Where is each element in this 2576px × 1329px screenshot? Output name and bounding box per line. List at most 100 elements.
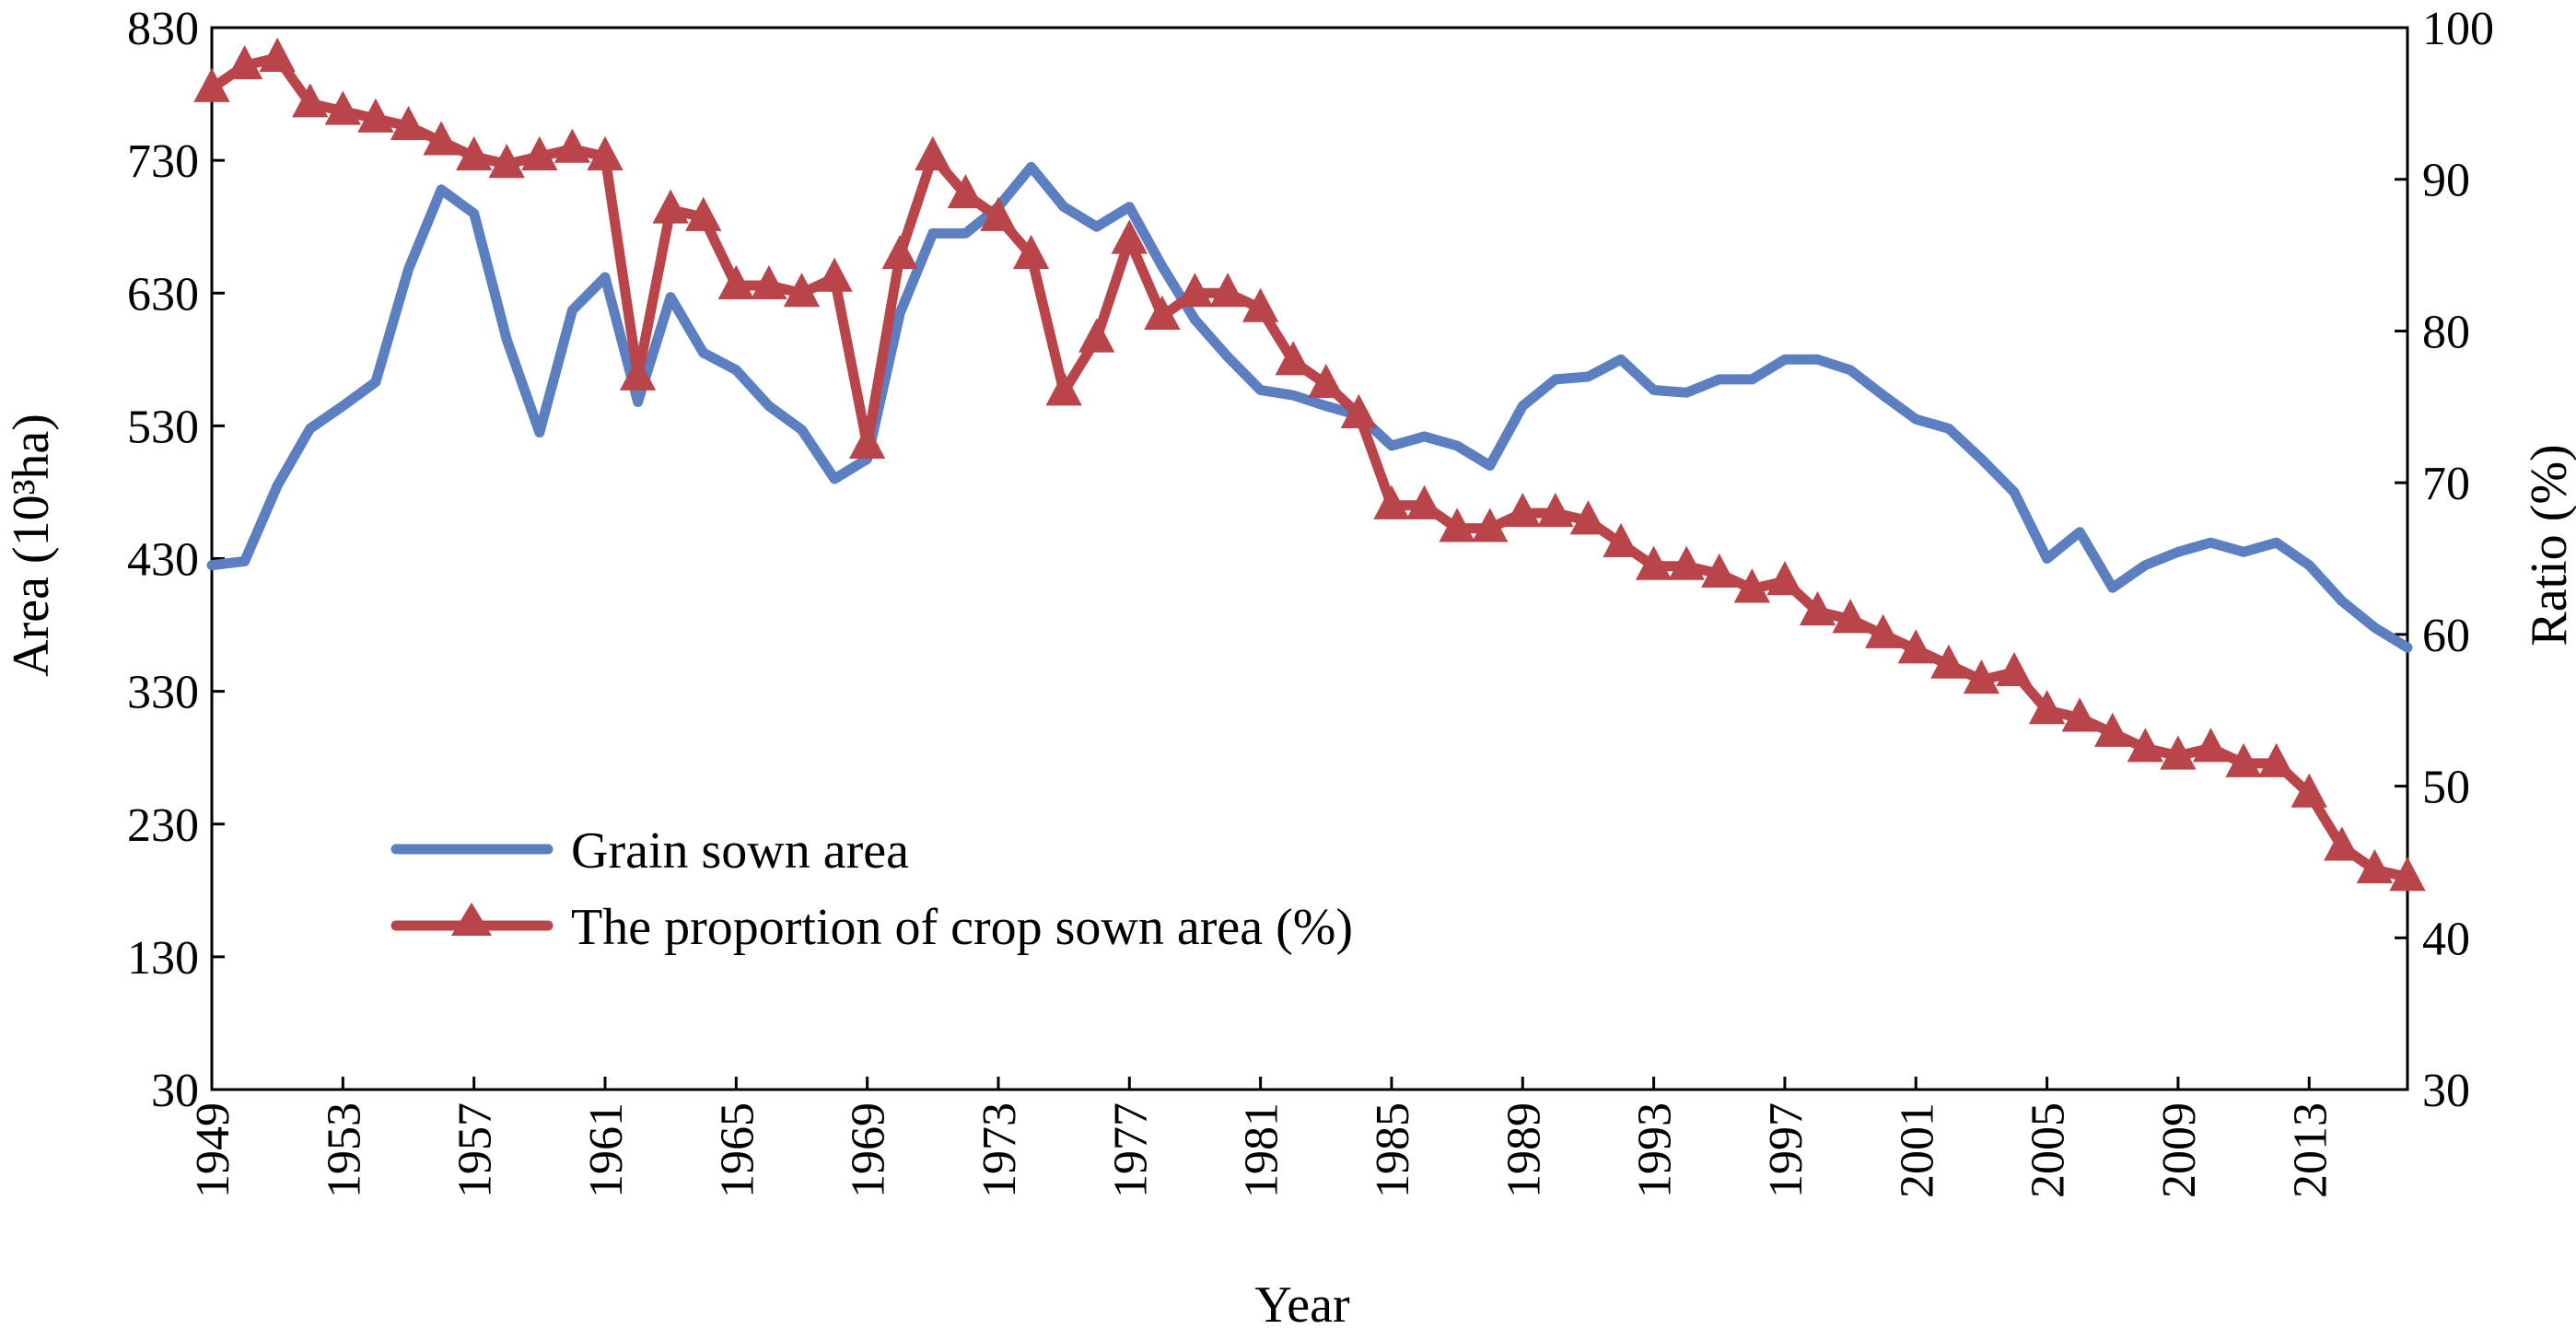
data-point-triangle [226, 45, 263, 80]
data-point-triangle [357, 98, 394, 133]
data-point-triangle [751, 264, 787, 300]
data-point-triangle [2324, 826, 2360, 861]
data-point-triangle [980, 196, 1017, 231]
y-left-tick-label: 330 [127, 667, 199, 719]
x-tick-label: 1973 [973, 1102, 1026, 1198]
data-point-triangle [2192, 728, 2230, 763]
data-point-triangle [2127, 728, 2164, 763]
x-tick-label: 1981 [1236, 1102, 1288, 1198]
y-right-tick-label: 30 [2422, 1065, 2470, 1117]
data-point-triangle [390, 105, 427, 141]
data-point-triangle [1701, 553, 1738, 588]
data-point-triangle [2389, 857, 2426, 892]
y-left-tick-label: 830 [127, 3, 199, 55]
data-point-triangle [1209, 273, 1246, 308]
x-tick-label: 1965 [711, 1102, 763, 1198]
data-point-triangle [1012, 234, 1050, 270]
y-left-tick-label: 430 [127, 534, 199, 587]
data-point-triangle [2028, 690, 2066, 725]
data-point-triangle [1111, 219, 1148, 254]
x-axis-title: Year [1254, 1277, 1350, 1329]
data-point-triangle [1963, 659, 2000, 694]
data-point-triangle [1340, 393, 1378, 429]
x-tick-label: 2009 [2153, 1102, 2206, 1198]
data-point-triangle [1045, 371, 1082, 406]
data-point-triangle [652, 189, 689, 224]
y-left-tick-label: 230 [127, 799, 199, 852]
y-left-tick-label: 730 [127, 135, 199, 188]
y-left-tick-label: 630 [127, 268, 199, 321]
legend: Grain sown area The proportion of crop s… [390, 822, 1353, 956]
data-point-triangle [1504, 492, 1541, 528]
data-point-triangle [1078, 318, 1115, 353]
x-tick-label: 1957 [449, 1102, 502, 1198]
data-point-triangle [2258, 742, 2295, 777]
data-point-triangle [1308, 363, 1345, 399]
data-point-triangle [1472, 507, 1509, 542]
data-point-triangle [1241, 287, 1279, 322]
data-point-triangle [1176, 273, 1214, 308]
data-point-triangle [2356, 849, 2394, 884]
data-point-triangle [488, 144, 525, 179]
data-point-triangle [1569, 500, 1607, 535]
data-point-triangle [783, 273, 821, 308]
data-point-triangle [455, 135, 493, 171]
y-right-tick-label: 40 [2422, 913, 2470, 965]
x-tick-label: 1949 [187, 1102, 239, 1198]
data-point-triangle [2094, 712, 2131, 747]
data-point-triangle [881, 234, 918, 270]
data-point-triangle [2225, 742, 2262, 777]
data-point-triangle [1275, 341, 1311, 376]
x-tick-label: 2005 [2022, 1102, 2075, 1198]
x-tick-label: 1989 [1498, 1102, 1550, 1198]
data-point-triangle [423, 121, 460, 156]
data-point-triangle [1405, 484, 1443, 519]
x-tick-label: 1985 [1367, 1102, 1419, 1198]
y-right-tick-label: 70 [2422, 458, 2470, 510]
series-layer [193, 37, 2426, 892]
series-line-grain-sown-area [206, 161, 2413, 653]
x-tick-label: 1953 [318, 1102, 370, 1198]
x-axis-ticks: 1949 1953 1957 1961 1965 1969 1973 1977 1981 1985… [187, 1077, 2337, 1198]
data-point-triangle [1996, 651, 2033, 687]
data-point-triangle [1799, 591, 1836, 626]
x-tick-label: 1997 [1760, 1102, 1813, 1198]
data-point-triangle [1668, 545, 1705, 580]
data-point-triangle [1144, 295, 1181, 330]
data-point-triangle [717, 264, 754, 300]
data-point-triangle [1733, 568, 1771, 603]
y-axis-right-ticks: 30 40 50 60 70 80 90 100 [2395, 3, 2494, 1117]
y-right-tick-label: 100 [2422, 3, 2494, 55]
data-point-triangle [587, 135, 624, 171]
data-point-triangle [619, 356, 657, 391]
data-point-triangle [521, 135, 558, 171]
data-point-triangle [2061, 697, 2098, 732]
y-axis-right-title: Ratio (%) [2521, 444, 2576, 646]
y-right-tick-label: 90 [2422, 155, 2470, 207]
data-point-triangle [1865, 613, 1902, 648]
series-line-crop-sown-proportion [206, 52, 2413, 882]
data-point-triangle [193, 67, 230, 102]
data-point-triangle [1373, 484, 1410, 519]
data-point-triangle [1832, 599, 1869, 634]
x-tick-label: 2013 [2284, 1102, 2337, 1198]
data-point-triangle [292, 83, 329, 118]
data-point-triangle [816, 257, 853, 292]
data-point-triangle [1439, 507, 1475, 542]
y-right-tick-label: 80 [2422, 306, 2470, 358]
data-point-triangle [947, 174, 985, 209]
y-right-tick-label: 50 [2422, 762, 2470, 814]
x-tick-label: 1977 [1104, 1102, 1157, 1198]
y-left-tick-label: 130 [127, 932, 199, 985]
data-point-triangle [1603, 522, 1639, 558]
y-left-tick-label: 530 [127, 401, 199, 453]
x-tick-label: 2001 [1891, 1102, 1943, 1198]
x-tick-label: 1993 [1629, 1102, 1682, 1198]
x-tick-label: 1961 [580, 1102, 633, 1198]
data-point-triangle [848, 424, 886, 459]
legend-label-grain-sown-area: Grain sown area [571, 822, 909, 880]
legend-label-crop-sown-proportion: The proportion of crop sown area (%) [571, 899, 1353, 956]
data-point-triangle [1897, 629, 1934, 664]
data-point-triangle [2290, 773, 2327, 808]
